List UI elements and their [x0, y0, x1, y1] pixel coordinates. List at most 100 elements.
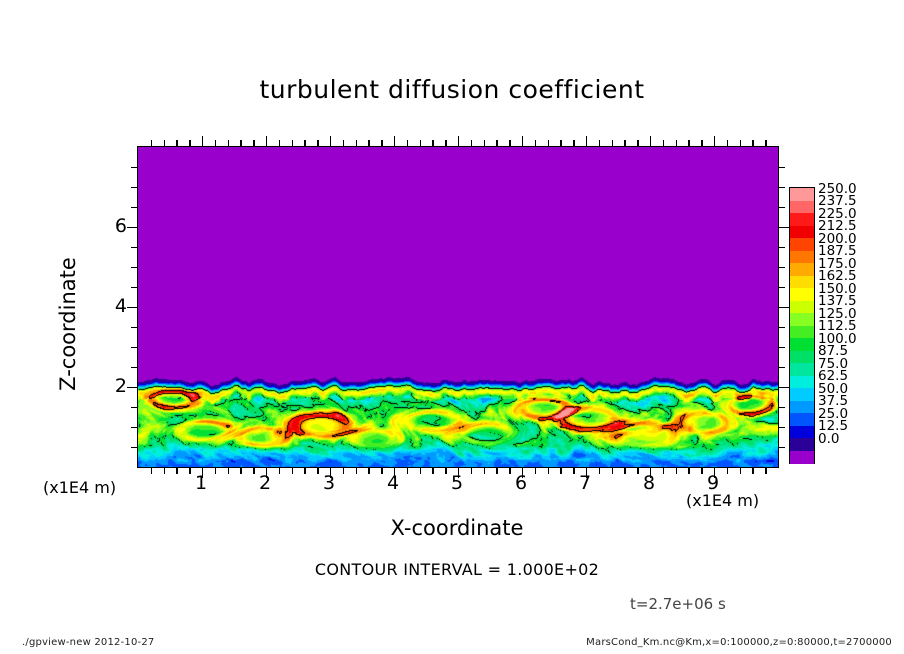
x-minor-tick [573, 467, 575, 474]
contour-interval-note: CONTOUR INTERVAL = 1.000E+02 [314, 560, 600, 579]
z-major-tick [778, 387, 789, 389]
x-major-tick [522, 136, 524, 147]
colorbar-band [790, 388, 814, 401]
x-minor-tick [726, 140, 729, 147]
colorbar-tick-label: 200.0 [818, 230, 857, 247]
z-minor-tick [131, 407, 138, 409]
z-major-tick [127, 387, 138, 389]
x-minor-tick [701, 467, 703, 474]
x-minor-tick [150, 467, 153, 474]
x-minor-tick [752, 467, 754, 474]
x-major-tick [330, 467, 332, 478]
z-minor-tick [131, 287, 138, 289]
x-minor-tick [726, 467, 729, 474]
colorbar-tick-label: 112.5 [818, 318, 857, 335]
x-major-tick [394, 136, 396, 147]
colorbar-tick-label: 12.5 [818, 418, 849, 435]
x-minor-tick [406, 140, 409, 147]
colorbar-band [790, 288, 814, 301]
z-minor-tick [131, 327, 138, 329]
x-tick-label: 1 [194, 472, 208, 494]
colorbar-tick-label: 37.5 [818, 393, 849, 410]
colorbar-tick-label: 62.5 [818, 368, 849, 385]
colorbar-tick-label: 87.5 [818, 343, 849, 360]
x-minor-tick [483, 140, 485, 147]
x-minor-tick [176, 467, 178, 474]
z-minor-tick [778, 447, 785, 449]
x-major-tick [394, 467, 396, 478]
colorbar-band [790, 400, 814, 414]
x-minor-tick [534, 140, 537, 147]
z-minor-tick [131, 447, 138, 449]
x-minor-tick [342, 140, 345, 147]
z-unit-label: (x1E4 m) [43, 478, 117, 497]
x-minor-tick [624, 140, 626, 147]
x-minor-tick [381, 140, 383, 147]
x-minor-tick [163, 467, 165, 474]
z-major-tick [778, 307, 789, 309]
z-minor-tick [131, 247, 138, 249]
colorbar-tick-label: 75.0 [818, 355, 849, 372]
x-minor-tick [214, 467, 217, 474]
x-minor-tick [304, 467, 306, 474]
x-minor-tick [227, 140, 229, 147]
colorbar-tick-label: 162.5 [818, 268, 857, 285]
x-minor-tick [381, 467, 383, 474]
colorbar-band [790, 275, 814, 289]
x-major-tick [586, 136, 588, 147]
x-minor-tick [675, 467, 677, 474]
colorbar-tick-label: 50.0 [818, 380, 849, 397]
x-minor-tick [688, 140, 690, 147]
x-minor-tick [445, 140, 447, 147]
colorbar-band [790, 313, 814, 326]
x-tick-label: 4 [386, 472, 400, 494]
colorbar-tick-label: 225.0 [818, 205, 857, 222]
colorbar-tick-label: 175.0 [818, 255, 857, 272]
x-major-tick [650, 136, 652, 147]
page-title: turbulent diffusion coefficient [259, 74, 645, 104]
x-unit-label: (x1E4 m) [686, 491, 760, 510]
z-minor-tick [778, 187, 785, 189]
x-minor-tick [547, 140, 549, 147]
x-minor-tick [355, 467, 357, 474]
colorbar-band [790, 225, 814, 239]
x-minor-tick [573, 140, 575, 147]
colorbar-band [790, 413, 814, 426]
x-tick-label: 5 [450, 472, 464, 494]
x-minor-tick [189, 140, 191, 147]
x-major-tick [714, 467, 716, 478]
colorbar [789, 187, 815, 464]
x-major-tick [458, 467, 460, 478]
x-minor-tick [739, 467, 741, 474]
x-minor-tick [214, 140, 217, 147]
x-minor-tick [163, 140, 165, 147]
colorbar-tick-label: 137.5 [818, 293, 857, 310]
x-minor-tick [688, 467, 690, 474]
x-minor-tick [509, 467, 511, 474]
x-minor-tick [278, 140, 281, 147]
x-minor-tick [189, 467, 191, 474]
z-minor-tick [778, 427, 785, 429]
contour-plot-frame [127, 136, 789, 478]
x-minor-tick [470, 140, 473, 147]
z-minor-tick [778, 167, 785, 169]
x-minor-tick [739, 140, 741, 147]
x-tick-label: 8 [642, 472, 656, 494]
z-minor-tick [131, 367, 138, 369]
x-major-tick [266, 467, 268, 478]
x-minor-tick [624, 467, 626, 474]
x-axis-title: X-coordinate [390, 516, 524, 540]
x-major-tick [522, 467, 524, 478]
x-minor-tick [701, 140, 703, 147]
x-minor-tick [278, 467, 281, 474]
x-minor-tick [637, 467, 639, 474]
x-minor-tick [317, 140, 319, 147]
x-tick-label: 3 [322, 472, 336, 494]
colorbar-tick-label: 0.0 [818, 430, 840, 447]
colorbar-band [790, 300, 814, 314]
x-minor-tick [675, 140, 677, 147]
x-minor-tick [598, 467, 601, 474]
x-minor-tick [419, 140, 421, 147]
z-minor-tick [778, 367, 785, 369]
x-minor-tick [611, 467, 613, 474]
